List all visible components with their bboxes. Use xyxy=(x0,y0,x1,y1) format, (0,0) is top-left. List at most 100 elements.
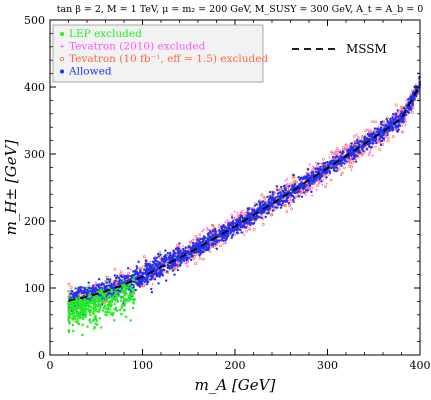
lep-excluded-point xyxy=(104,280,107,283)
allowed-point xyxy=(220,238,223,242)
tevatron2010-point xyxy=(188,240,192,244)
tevatron10-point xyxy=(330,150,334,154)
allowed-point xyxy=(166,270,169,273)
allowed-point xyxy=(274,206,277,209)
allowed-point xyxy=(293,183,297,186)
allowed-point xyxy=(271,191,275,194)
tevatron10-point xyxy=(344,143,348,147)
lep-excluded-point xyxy=(102,294,105,297)
lep-excluded-point xyxy=(79,312,82,315)
lep-excluded-point xyxy=(67,318,70,321)
lep-excluded-point xyxy=(123,291,126,294)
allowed-point xyxy=(276,195,279,198)
allowed-point xyxy=(280,199,283,203)
lep-excluded-point xyxy=(110,296,113,300)
allowed-point xyxy=(255,216,259,220)
lep-excluded-point xyxy=(98,308,101,312)
tevatron2010-point xyxy=(224,220,227,224)
tevatron2010-point xyxy=(235,211,239,215)
lep-excluded-point xyxy=(111,290,114,293)
allowed-point xyxy=(341,158,344,161)
lep-excluded-point xyxy=(76,317,79,320)
allowed-point xyxy=(207,237,210,241)
lep-excluded-point xyxy=(115,295,119,298)
allowed-point xyxy=(164,257,167,260)
allowed-point xyxy=(379,126,383,129)
allowed-point xyxy=(414,87,417,91)
lep-excluded-point xyxy=(127,300,130,303)
allowed-point xyxy=(281,201,285,205)
allowed-point xyxy=(144,272,147,275)
allowed-point xyxy=(298,183,301,186)
lep-excluded-point xyxy=(98,299,101,302)
tevatron2010-point xyxy=(348,160,351,164)
allowed-point xyxy=(297,176,300,179)
lep-excluded-point xyxy=(76,319,79,322)
lep-excluded-point xyxy=(111,314,114,317)
allowed-point xyxy=(280,185,283,189)
x-tick-label: 0 xyxy=(47,359,54,372)
lep-excluded-point xyxy=(89,294,92,298)
allowed-point xyxy=(355,145,358,148)
mssm-curve-layer xyxy=(68,84,421,302)
allowed-point xyxy=(305,175,309,178)
tevatron10-point xyxy=(230,213,234,217)
lep-excluded-point xyxy=(128,296,131,299)
allowed-point xyxy=(256,207,259,210)
allowed-point xyxy=(329,160,332,163)
lep-excluded-point xyxy=(77,301,81,304)
tevatron10-point xyxy=(270,213,273,217)
allowed-point xyxy=(360,140,363,143)
lep-excluded-point xyxy=(78,306,81,309)
tevatron10-point xyxy=(198,257,202,260)
lep-excluded-point xyxy=(93,299,96,302)
tevatron2010-point xyxy=(186,265,189,268)
lep-excluded-point xyxy=(67,290,70,293)
allowed-point xyxy=(176,268,180,272)
allowed-point xyxy=(182,249,185,252)
lep-excluded-point xyxy=(115,291,119,294)
tevatron2010-point xyxy=(185,261,189,265)
allowed-point xyxy=(132,270,136,273)
lep-excluded-point xyxy=(114,297,117,300)
tevatron10-point xyxy=(321,157,325,161)
tevatron2010-point xyxy=(357,156,361,159)
lep-excluded-point xyxy=(93,326,96,329)
allowed-point xyxy=(219,230,223,234)
tevatron10-point xyxy=(401,130,405,134)
allowed-point xyxy=(135,270,139,274)
allowed-point xyxy=(363,144,366,147)
lep-excluded-point xyxy=(128,298,131,302)
lep-excluded-point xyxy=(94,317,97,320)
allowed-point xyxy=(116,274,119,278)
lep-excluded-point xyxy=(79,304,82,307)
allowed-point xyxy=(309,177,312,180)
tevatron2010-point xyxy=(239,211,242,214)
allowed-point xyxy=(96,284,99,287)
lep-excluded-point xyxy=(71,311,74,314)
lep-excluded-point xyxy=(84,303,87,306)
allowed-point xyxy=(184,257,187,261)
lep-excluded-point xyxy=(95,294,98,297)
allowed-point xyxy=(159,253,162,256)
lep-excluded-point xyxy=(123,303,126,306)
allowed-point xyxy=(106,278,109,281)
lep-excluded-point xyxy=(99,296,102,299)
tevatron2010-point xyxy=(289,197,292,201)
allowed-point xyxy=(180,261,183,264)
allowed-point xyxy=(70,289,73,293)
tevatron10-point xyxy=(356,136,360,140)
chart-title: tan β = 2, M = 1 TeV, μ = m₂ = 200 GeV, … xyxy=(57,4,424,15)
tevatron2010-point xyxy=(223,241,227,245)
lep-excluded-point xyxy=(82,316,85,319)
lep-excluded-point xyxy=(102,306,105,309)
tevatron2010-point xyxy=(364,133,367,137)
allowed-point xyxy=(112,283,115,286)
lep-excluded-point xyxy=(123,286,126,289)
allowed-point xyxy=(161,263,164,266)
lep-excluded-point xyxy=(105,310,109,313)
allowed-point xyxy=(179,263,182,266)
lep-excluded-point xyxy=(91,300,94,303)
tevatron2010-point xyxy=(192,238,195,241)
allowed-point xyxy=(176,246,179,250)
